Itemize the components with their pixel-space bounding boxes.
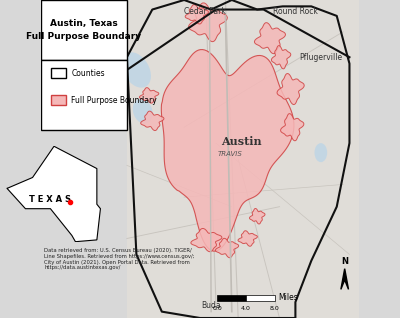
Bar [218,295,246,301]
Text: 4.0: 4.0 [241,306,251,311]
Polygon shape [185,5,208,24]
Polygon shape [272,45,291,69]
Polygon shape [161,50,294,251]
Ellipse shape [314,143,327,162]
Ellipse shape [122,52,151,88]
Polygon shape [141,111,164,131]
Text: Cedar Park: Cedar Park [184,7,226,16]
Polygon shape [216,238,239,258]
Text: 0.0: 0.0 [213,306,222,311]
Polygon shape [254,23,286,54]
Polygon shape [188,3,227,42]
Text: N: N [341,257,348,266]
FancyBboxPatch shape [41,60,127,130]
Bar [50,95,66,105]
Text: Counties: Counties [71,69,105,78]
Polygon shape [238,231,258,246]
FancyBboxPatch shape [41,0,127,60]
Bar [127,0,359,318]
Text: Full Purpose Boundary: Full Purpose Boundary [71,96,157,105]
Text: 8.0: 8.0 [270,306,280,311]
Polygon shape [341,269,348,289]
Polygon shape [140,88,159,103]
Text: Round Rock: Round Rock [273,7,318,16]
Text: Austin: Austin [221,136,262,147]
Bar [246,295,275,301]
Text: Pflugerville: Pflugerville [299,53,342,62]
Text: T E X A S: T E X A S [30,195,72,204]
Polygon shape [7,146,100,242]
Polygon shape [280,114,304,141]
Polygon shape [250,209,265,224]
Polygon shape [191,228,222,252]
Ellipse shape [133,99,153,124]
Text: Buda: Buda [201,301,221,310]
Bar [50,68,66,78]
Text: Austin, Texas
Full Purpose Boundary: Austin, Texas Full Purpose Boundary [26,19,142,41]
Polygon shape [277,73,304,105]
Text: TRAVIS: TRAVIS [218,151,243,157]
Text: Miles: Miles [278,293,298,302]
Text: Data retrieved from: U.S. Census Bureau (2020). TIGER/
Line Shapefiles. Retrieve: Data retrieved from: U.S. Census Bureau … [44,248,195,270]
